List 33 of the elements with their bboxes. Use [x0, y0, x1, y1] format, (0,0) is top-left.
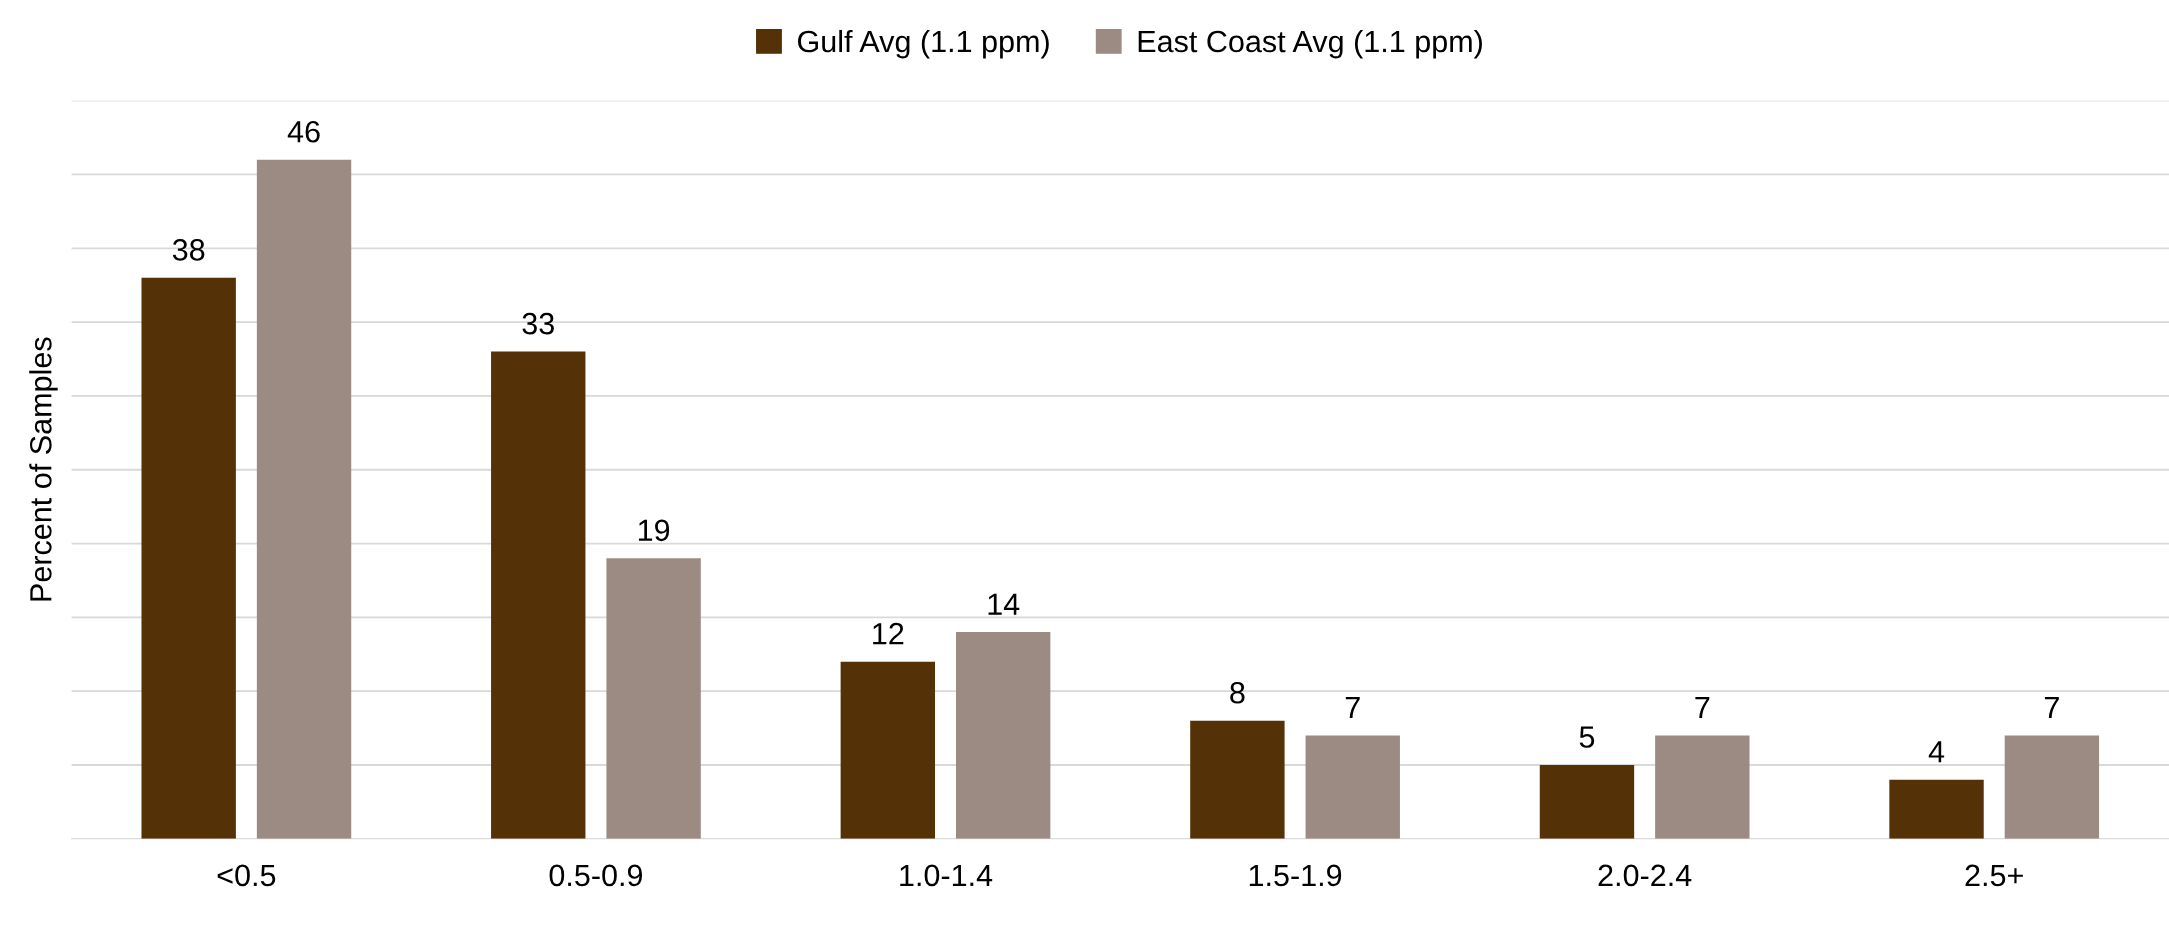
bar — [1655, 735, 1750, 839]
x-tick-label: 0.5-0.9 — [549, 864, 643, 887]
bar — [1889, 779, 1984, 839]
bar — [2004, 735, 2100, 839]
legend-label: Gulf Avg (1.1 ppm) — [798, 29, 1049, 59]
data-label: 46 — [287, 120, 320, 143]
data-label: 33 — [522, 312, 554, 335]
data-label: 8 — [1230, 681, 1245, 704]
bar — [840, 661, 936, 839]
data-label: 12 — [873, 622, 904, 645]
data-label: 19 — [638, 519, 670, 542]
x-tick-label: 2.5+ — [1965, 864, 2023, 887]
data-label: 7 — [1695, 696, 1710, 719]
bar — [1190, 720, 1285, 839]
x-tick-label: 1.0-1.4 — [900, 864, 993, 887]
bar — [606, 558, 701, 839]
bar — [256, 159, 352, 839]
data-label: 5 — [1579, 726, 1595, 748]
x-tick-label: 2.0-2.4 — [1598, 864, 1692, 887]
bar — [141, 277, 236, 839]
x-tick-label: 1.5-1.9 — [1249, 864, 1342, 887]
bar — [955, 632, 1051, 839]
data-label: 7 — [2044, 696, 2059, 719]
data-label: 4 — [1928, 741, 1945, 763]
data-label: 7 — [1345, 696, 1360, 719]
data-label: 14 — [988, 593, 1020, 615]
data-label: 38 — [172, 239, 205, 261]
x-tick-label: <0.5 — [217, 864, 276, 887]
bar — [1539, 764, 1635, 839]
legend-label: East Coast Avg (1.1 ppm) — [1138, 29, 1482, 59]
bar — [491, 351, 586, 839]
y-axis-title: Percent of Samples — [29, 337, 58, 601]
bar — [1305, 735, 1400, 839]
